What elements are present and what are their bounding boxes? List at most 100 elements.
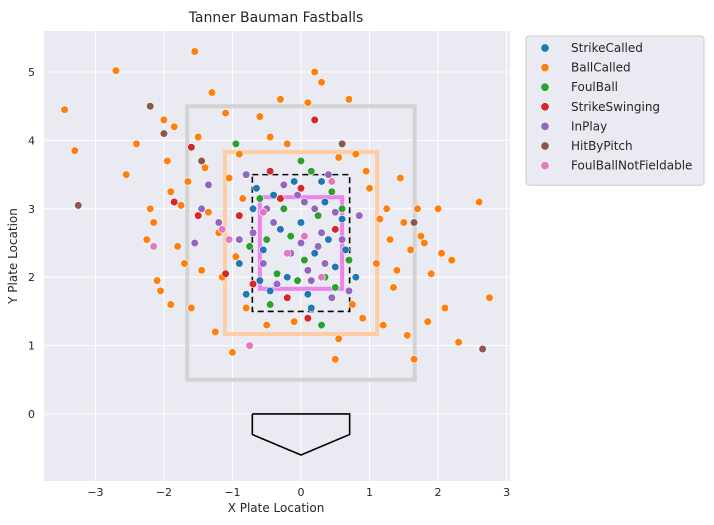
point-ballcalled [348, 300, 357, 309]
point-inplay [279, 180, 288, 189]
point-ballcalled [351, 150, 360, 159]
data-points [60, 47, 494, 364]
point-strikeswinging [283, 293, 292, 302]
point-ballcalled [365, 184, 374, 193]
point-inplay [300, 197, 309, 207]
point-ballcalled [416, 232, 426, 241]
point-strikecalled [248, 204, 258, 213]
legend-label: FoulBallNotFieldable [571, 159, 692, 173]
point-ballcalled [242, 303, 251, 313]
point-ballcalled [152, 276, 162, 285]
x-tick-label: 2 [435, 486, 442, 499]
point-ballcalled [262, 320, 271, 330]
y-tick-label: 3 [28, 203, 35, 216]
point-strikecalled [317, 177, 326, 186]
point-ballcalled [485, 293, 494, 302]
point-foulball [314, 211, 323, 220]
point-ballcalled [396, 173, 405, 183]
point-strikecalled [266, 286, 275, 295]
point-inplay [327, 293, 336, 302]
home-plate-outline [251, 413, 351, 456]
point-inplay [344, 286, 354, 295]
point-foulballnotfieldable [327, 177, 336, 186]
point-foulball [307, 167, 316, 176]
point-foulball [245, 242, 254, 251]
point-ballcalled [266, 132, 275, 142]
legend-label: StrikeSwinging [571, 100, 660, 114]
point-strikeswinging [303, 314, 312, 323]
point-ballcalled [231, 252, 240, 261]
point-ballcalled [392, 266, 402, 275]
point-strikecalled [310, 249, 319, 258]
point-inplay [317, 228, 326, 237]
legend-marker [540, 82, 550, 92]
point-ballcalled [413, 204, 422, 213]
point-ballcalled [317, 78, 326, 87]
point-strikecalled [259, 245, 268, 254]
y-tick-label: 0 [28, 408, 35, 421]
point-strikecalled [303, 290, 312, 299]
point-ballcalled [433, 204, 443, 213]
point-ballcalled [187, 303, 196, 313]
legend-marker [540, 43, 550, 53]
point-ballcalled [159, 115, 169, 125]
legend-marker [540, 141, 550, 151]
legend-marker [540, 161, 550, 171]
point-ballcalled [221, 108, 230, 118]
point-foulball [344, 256, 354, 265]
legend: StrikeCalled BallCalled FoulBall StrikeSwin… [525, 35, 705, 186]
point-foulball [231, 139, 240, 148]
point-ballcalled [132, 139, 141, 148]
point-strikeswinging [276, 194, 285, 203]
point-strikecalled [255, 276, 264, 285]
point-strikecalled [269, 191, 278, 200]
point-inplay [204, 180, 213, 189]
point-ballcalled [238, 194, 247, 203]
point-hitbypitch [478, 344, 487, 354]
point-ballcalled [204, 208, 213, 217]
point-ballcalled [149, 218, 158, 227]
point-ballcalled [290, 317, 299, 326]
point-strikecalled [290, 177, 299, 186]
point-ballcalled [276, 95, 285, 104]
chart-title: Tanner Bauman Fastballs [188, 10, 364, 26]
outer-zone [185, 104, 417, 382]
point-ballcalled [454, 338, 463, 347]
point-ballcalled [361, 167, 371, 176]
point-foulball [255, 194, 264, 203]
y-tick-label: 2 [28, 271, 35, 284]
point-strikeswinging [187, 143, 196, 152]
point-inplay [235, 235, 244, 244]
point-strikeswinging [221, 269, 230, 278]
point-strikeswinging [248, 279, 258, 289]
point-ballcalled [180, 259, 189, 268]
point-foulballnotfieldable [218, 225, 227, 234]
point-foulballnotfieldable [283, 249, 292, 258]
point-ballcalled [211, 327, 220, 337]
point-inplay [314, 242, 323, 251]
point-foulballnotfieldable [224, 235, 234, 244]
point-foulball [262, 235, 271, 244]
point-strikecalled [242, 290, 251, 299]
x-tick-label: 0 [297, 486, 304, 499]
point-strikeswinging [194, 211, 203, 220]
point-strikecalled [235, 259, 244, 268]
point-inplay [190, 238, 199, 248]
point-inplay [272, 279, 282, 289]
point-ballcalled [183, 177, 193, 186]
point-foulball [293, 276, 302, 285]
point-strikeswinging [296, 184, 306, 193]
point-inplay [248, 228, 258, 237]
point-ballcalled [372, 259, 381, 268]
point-ballcalled [111, 66, 121, 75]
point-strikecalled [296, 218, 306, 227]
point-ballcalled [406, 245, 415, 254]
point-ballcalled [170, 122, 179, 131]
point-foulball [331, 283, 340, 292]
point-ballcalled [60, 105, 69, 114]
point-ballcalled [331, 355, 340, 364]
x-tick-label: −3 [87, 486, 103, 499]
point-inplay [214, 218, 223, 227]
point-foulballnotfieldable [149, 242, 158, 251]
point-ballcalled [475, 197, 484, 207]
